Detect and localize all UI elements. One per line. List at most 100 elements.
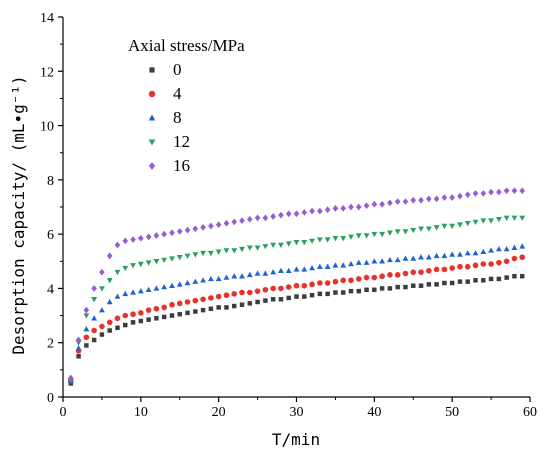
data-point xyxy=(114,293,121,299)
data-point xyxy=(138,234,144,242)
data-point xyxy=(441,266,448,273)
data-point xyxy=(434,282,439,287)
legend-label: 4 xyxy=(173,84,182,103)
series-8 xyxy=(67,243,526,383)
data-point xyxy=(239,246,245,253)
data-point xyxy=(99,323,105,330)
data-point xyxy=(324,280,331,286)
data-point xyxy=(153,285,160,291)
data-point xyxy=(215,249,222,255)
data-point xyxy=(364,287,369,293)
data-point xyxy=(355,233,362,239)
data-point xyxy=(394,272,401,278)
data-point xyxy=(519,243,526,249)
data-point xyxy=(161,257,168,264)
data-point xyxy=(473,278,478,283)
data-point xyxy=(402,255,409,261)
y-tick-label: 10 xyxy=(40,120,54,135)
data-point xyxy=(372,287,377,293)
data-point xyxy=(309,264,316,271)
data-point xyxy=(130,263,136,269)
data-point xyxy=(223,292,230,299)
data-point xyxy=(239,273,245,279)
data-point xyxy=(402,270,409,277)
data-point xyxy=(137,288,144,294)
data-point xyxy=(512,273,517,279)
data-point xyxy=(286,295,291,301)
data-point xyxy=(340,204,346,212)
data-point xyxy=(106,298,113,305)
data-point xyxy=(193,309,198,314)
data-point xyxy=(410,255,417,261)
data-point xyxy=(255,299,260,305)
data-point xyxy=(207,250,214,257)
legend-entry-12: 12 xyxy=(148,132,190,151)
legend-entry-0: 0 xyxy=(149,60,182,79)
data-point xyxy=(145,286,152,293)
data-point xyxy=(340,290,346,295)
data-point xyxy=(254,245,261,251)
data-point xyxy=(449,280,455,286)
data-point xyxy=(464,191,471,199)
legend-label: 8 xyxy=(173,108,182,127)
data-point xyxy=(262,244,269,250)
data-point xyxy=(91,285,97,292)
data-point xyxy=(301,209,308,216)
data-point xyxy=(138,318,144,324)
data-point xyxy=(379,286,385,291)
series-16 xyxy=(67,187,526,382)
data-point xyxy=(169,282,175,288)
data-point xyxy=(137,261,144,268)
data-point xyxy=(426,267,432,274)
data-point xyxy=(332,204,339,212)
data-point xyxy=(348,277,354,284)
data-point xyxy=(106,278,113,284)
data-point xyxy=(246,245,253,251)
data-point xyxy=(153,305,160,312)
legend-title: Axial stress/MPa xyxy=(128,36,245,55)
series-12 xyxy=(67,215,526,384)
data-point xyxy=(200,307,206,313)
data-point xyxy=(154,316,159,321)
data-point xyxy=(394,256,401,263)
data-point xyxy=(332,278,339,285)
data-point xyxy=(130,289,136,295)
data-point xyxy=(363,274,370,281)
data-point xyxy=(278,285,284,292)
data-point xyxy=(83,326,90,332)
data-point xyxy=(176,228,183,235)
data-point xyxy=(192,252,199,258)
data-point xyxy=(293,240,300,246)
data-point xyxy=(215,221,222,229)
x-tick-label: 0 xyxy=(60,405,67,420)
data-point xyxy=(145,260,152,266)
data-point xyxy=(200,223,206,231)
data-point xyxy=(324,206,331,214)
data-point xyxy=(332,235,339,242)
data-point xyxy=(153,259,160,265)
data-point xyxy=(184,226,191,234)
data-point xyxy=(348,260,354,267)
data-point xyxy=(371,200,378,208)
data-point xyxy=(332,262,339,268)
data-point xyxy=(115,325,120,331)
data-point xyxy=(169,256,175,262)
data-point xyxy=(84,343,89,348)
data-point xyxy=(293,282,300,289)
data-point xyxy=(67,374,74,382)
data-point xyxy=(481,278,486,283)
data-point xyxy=(106,319,113,326)
data-point xyxy=(441,252,448,259)
data-point xyxy=(418,226,424,232)
data-point xyxy=(309,238,316,245)
data-point xyxy=(239,217,245,224)
data-point xyxy=(324,237,331,243)
data-point xyxy=(495,245,502,252)
y-tick-label: 4 xyxy=(47,282,54,297)
data-point xyxy=(340,277,347,284)
data-point xyxy=(418,283,424,288)
data-point xyxy=(184,299,191,305)
data-point xyxy=(145,307,152,313)
series-0 xyxy=(68,273,525,386)
data-point xyxy=(294,294,299,299)
